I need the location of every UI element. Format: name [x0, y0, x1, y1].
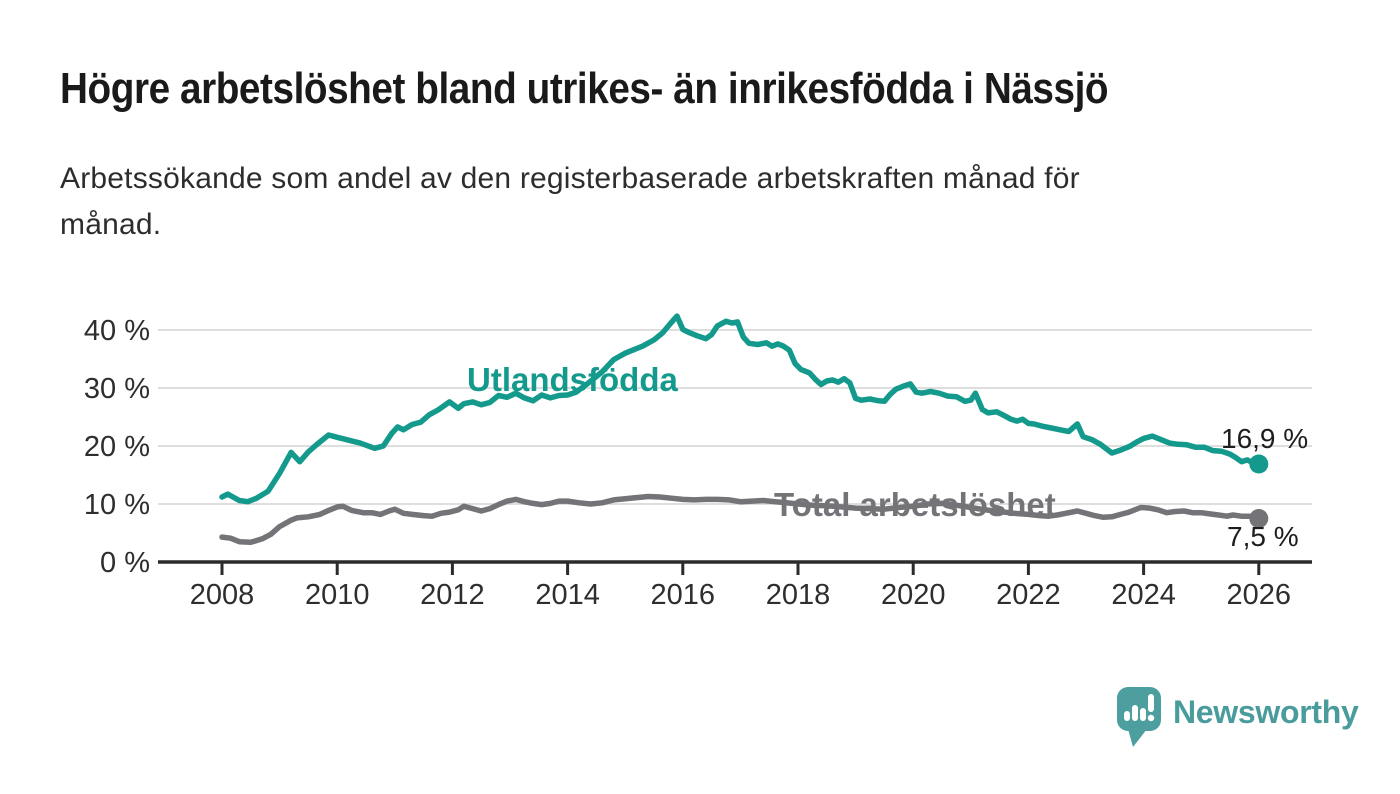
x-axis-tick-label: 2026: [1227, 579, 1292, 611]
y-axis-tick-label: 40 %: [84, 315, 150, 347]
x-axis-tick-label: 2020: [881, 579, 946, 611]
newsworthy-logo: Newsworthy: [1116, 686, 1359, 750]
y-axis-tick-label: 10 %: [84, 489, 150, 521]
page-title: Högre arbetslöshet bland utrikes- än inr…: [60, 64, 1109, 113]
grid-layer: 0 % 10 % 20 % 30 % 40 % 2008 2010 2012 2014 2016 2…: [84, 315, 1312, 611]
x-axis-tick-label: 2022: [996, 579, 1061, 611]
end-value-label-total-arbetsloshet: 7,5 %: [1227, 521, 1299, 552]
chart-subtitle: Arbetssökande som andel av den registerb…: [60, 156, 1080, 248]
series-line-utlandsfodda: [219, 313, 1262, 505]
x-axis-tick-label: 2010: [305, 579, 370, 611]
subtitle-line-2: månad.: [60, 208, 162, 241]
end-value-label-utlandsfodda: 16,9 %: [1221, 423, 1308, 454]
series-end-dot-utlandsfodda: [1249, 454, 1269, 474]
x-axis-tick-label: 2014: [535, 579, 600, 611]
x-axis-tick-label: 2018: [766, 579, 831, 611]
y-axis-tick-label: 30 %: [84, 373, 150, 405]
series-label-total-arbetsloshet: Total arbetslöshet: [774, 486, 1056, 523]
x-axis-tick-label: 2024: [1111, 579, 1176, 611]
x-axis-tick-label: 2008: [190, 579, 255, 611]
y-axis-tick-label: 20 %: [84, 431, 150, 463]
series-end-dot-total: [1249, 509, 1269, 528]
newsworthy-logo-icon: [1117, 687, 1161, 747]
series-label-utlandsfodda: Utlandsfödda: [467, 361, 678, 398]
series-line-total: [219, 493, 1262, 546]
x-axis-tick-label: 2012: [420, 579, 485, 611]
newsworthy-logo-text: Newsworthy: [1173, 694, 1359, 730]
series-layer: [219, 313, 1269, 546]
x-axis-tick-label: 2016: [651, 579, 716, 611]
y-axis-tick-label: 0 %: [100, 547, 150, 579]
subtitle-line-1: Arbetssökande som andel av den registerb…: [60, 162, 1080, 195]
